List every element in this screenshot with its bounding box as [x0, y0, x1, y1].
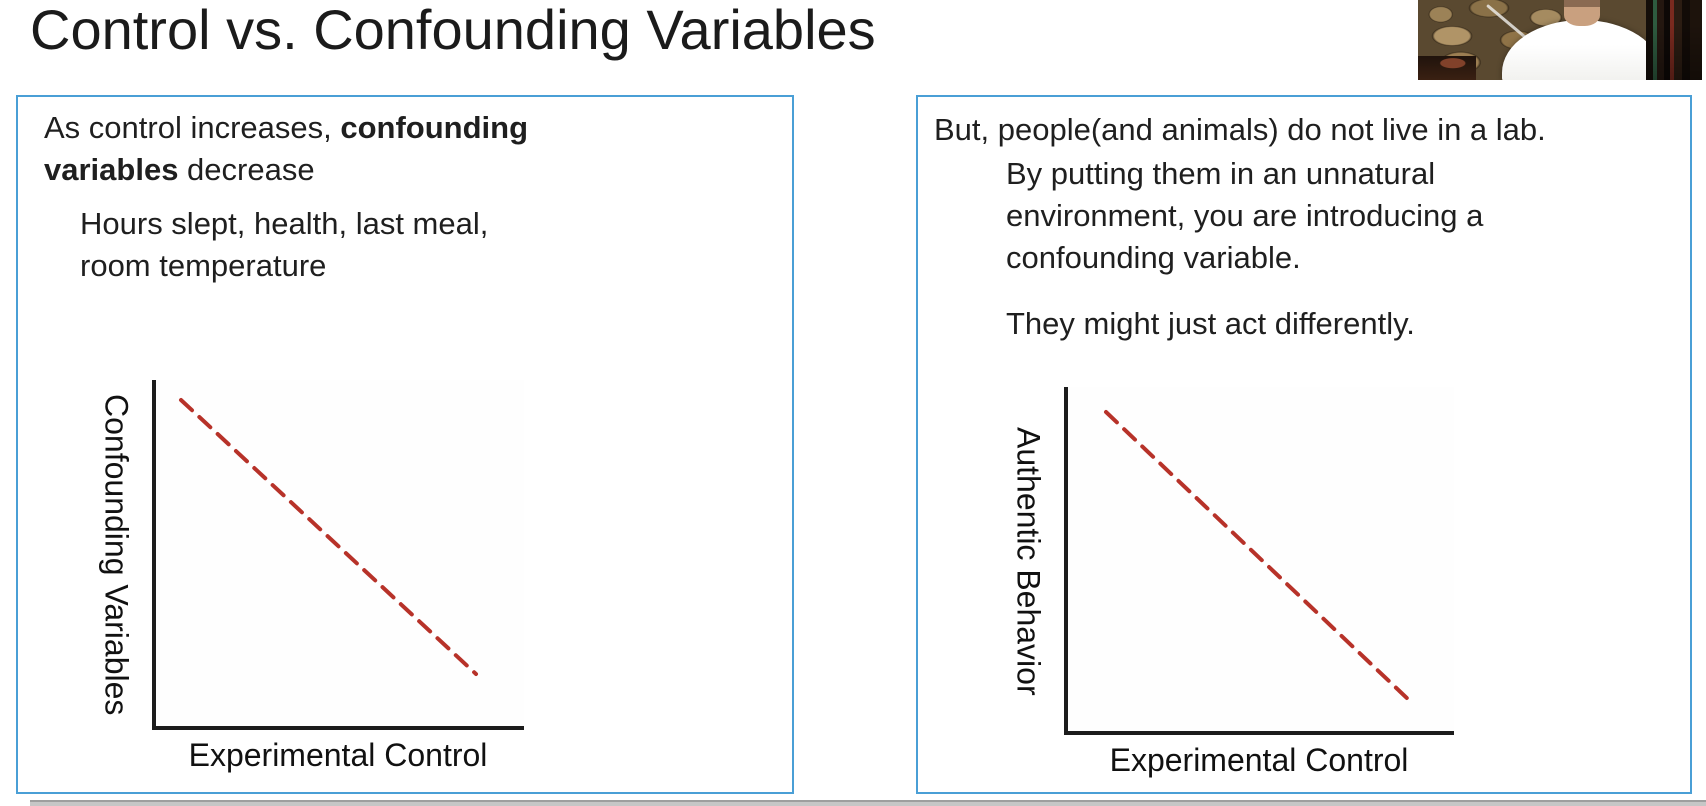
bookshelf — [1646, 0, 1702, 80]
left-chart-trend-line — [179, 398, 478, 676]
sub-point-line: confounding variable. — [1006, 240, 1301, 275]
left-chart-x-axis-label: Experimental Control — [188, 737, 488, 773]
sub-point-line: environment, you are introducing a — [1006, 198, 1484, 233]
right-chart-plot-area — [1064, 387, 1454, 735]
desk-items — [1418, 56, 1476, 80]
left-panel: As control increases, confounding variab… — [16, 95, 794, 794]
slide-title: Control vs. Confounding Variables — [30, 0, 876, 61]
bottom-edge-bar — [30, 800, 1706, 806]
right-closing-text: They might just act differently. — [1006, 306, 1415, 341]
right-sub-points: By putting them in an unnatural environm… — [1006, 153, 1483, 279]
sub-point-line: By putting them in an unnatural — [1006, 156, 1436, 191]
right-lead-text: But, people(and animals) do not live in … — [934, 112, 1546, 147]
left-intro-text: As control increases, confounding variab… — [44, 107, 654, 191]
left-chart-y-axis-label: Confounding Variables — [98, 394, 135, 716]
right-chart-y-axis-label: Authentic Behavior — [1010, 426, 1047, 696]
presenter-neck — [1564, 0, 1600, 26]
intro-text-pre: As control increases, — [44, 110, 341, 145]
intro-text-bold: confounding variables — [44, 110, 529, 187]
right-chart-x-axis-label: Experimental Control — [1109, 742, 1409, 778]
confound-examples: Hours slept, health, last meal, room tem… — [80, 203, 488, 287]
presenter-webcam — [1418, 0, 1702, 80]
right-panel: But, people(and animals) do not live in … — [916, 95, 1692, 794]
example-line: room temperature — [80, 248, 327, 283]
example-line: Hours slept, health, last meal, — [80, 206, 489, 241]
right-chart-trend-line — [1104, 410, 1413, 704]
left-chart-plot-area — [152, 380, 524, 730]
intro-text-post: decrease — [178, 152, 315, 187]
